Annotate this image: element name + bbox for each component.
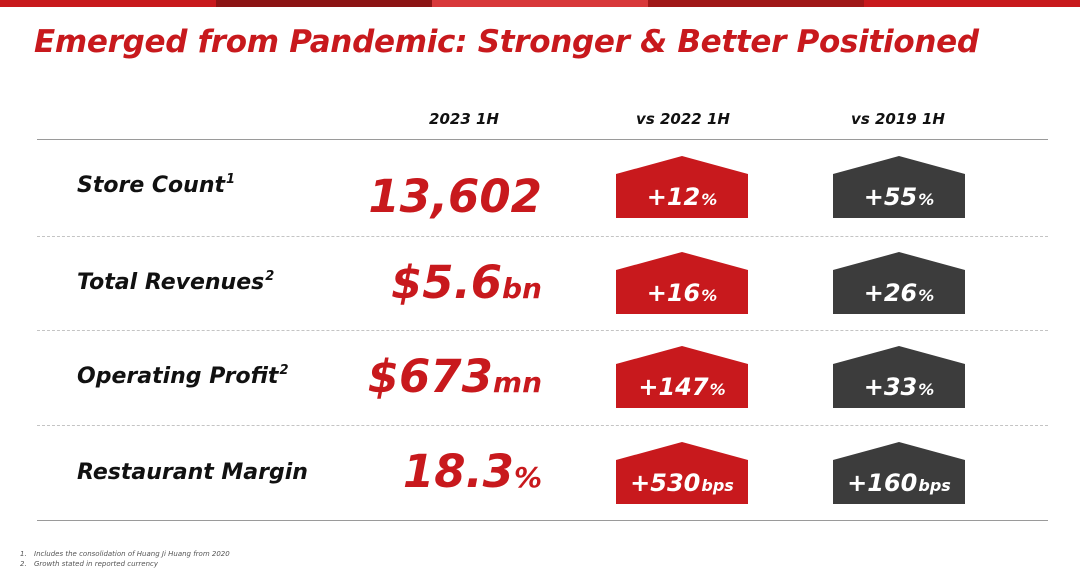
column-header-2023-1h: 2023 1H [429,110,499,128]
value-number: $5.6 [390,256,503,309]
badge-number: +26 [863,279,918,307]
footnote-text: Growth stated in reported currency [34,560,159,568]
column-header-vs-2019-1h: vs 2019 1H [851,110,945,128]
arrow-up-badge-shape [616,252,748,314]
row-label-text: Restaurant Margin [77,460,308,485]
total-revenues-value: $5.6bn [391,256,542,309]
row-divider [37,236,1048,237]
restaurant-margin-value: 18.3% [403,445,542,498]
badge-number: +16 [646,279,701,307]
badge-number: +530 [630,469,701,497]
top-bar-segment [432,0,648,7]
store-count-vs-2019-badge: +55% [833,156,965,218]
arrow-up-badge-shape [833,346,965,408]
badge-unit: % [918,190,935,209]
value-number: 18.3 [402,445,514,498]
store-count-value: 13,602 [368,170,542,223]
arrow-up-badge-shape [616,346,748,408]
footnote-ref: 1 [226,172,236,187]
badge-number: +160 [847,469,918,497]
arrow-up-badge-shape [833,442,965,504]
badge-number: +12 [646,183,701,211]
top-bar-segment [648,0,864,7]
value-unit: bn [502,272,542,305]
badge-number: +55 [863,183,918,211]
restaurant-margin-vs-2019-badge: +160bps [833,442,965,504]
arrow-up-badge-shape [833,156,965,218]
operating-profit-vs-2022-badge: +147% [616,346,748,408]
row-label-operating-profit: Operating Profit2 [77,363,288,389]
top-bar-segment [864,0,1080,7]
arrow-up-badge-shape [833,252,965,314]
top-accent-bar [0,0,1080,7]
footnote-number: 1. [20,550,27,558]
badge-unit: bps [701,476,734,495]
row-label-total-revenues: Total Revenues2 [77,269,274,295]
arrow-up-badge-shape [616,156,748,218]
badge-unit: % [709,380,726,399]
column-header-vs-2022-1h: vs 2022 1H [636,110,730,128]
footnote-text: Includes the consolidation of Huang Ji H… [34,550,230,558]
arrow-up-badge-shape [616,442,748,504]
badge-unit: % [701,286,718,305]
badge-unit: % [701,190,718,209]
footnotes: 1. Includes the consolidation of Huang Ji… [20,549,230,569]
row-divider [37,425,1048,426]
row-label-text: Total Revenues [77,270,265,295]
badge-number: +147 [638,373,709,401]
row-label-restaurant-margin: Restaurant Margin [77,459,309,485]
badge-number: +33 [863,373,918,401]
footnote-ref: 2 [279,363,289,378]
row-label-store-count: Store Count1 [77,172,235,198]
slide-title: Emerged from Pandemic: Stronger & Better… [34,24,979,60]
row-label-text: Operating Profit [77,364,279,389]
value-number: $673 [367,350,493,403]
row-divider [37,330,1048,331]
value-number: 13,602 [368,170,542,223]
store-count-vs-2022-badge: +12% [616,156,748,218]
footnote-ref: 2 [265,269,275,284]
badge-unit: bps [918,476,951,495]
table-bottom-divider [37,520,1048,521]
footnote-item: 2. Growth stated in reported currency [20,559,230,569]
total-revenues-vs-2019-badge: +26% [833,252,965,314]
badge-unit: % [918,380,935,399]
top-bar-segment [0,0,216,7]
value-unit: % [513,461,542,494]
row-label-text: Store Count [77,173,226,198]
badge-unit: % [918,286,935,305]
operating-profit-value: $673mn [368,350,542,403]
footnote-item: 1. Includes the consolidation of Huang Ji… [20,549,230,559]
value-unit: mn [492,366,542,399]
operating-profit-vs-2019-badge: +33% [833,346,965,408]
top-bar-segment [216,0,432,7]
footnote-number: 2. [20,560,27,568]
header-divider [37,139,1048,140]
total-revenues-vs-2022-badge: +16% [616,252,748,314]
restaurant-margin-vs-2022-badge: +530bps [616,442,748,504]
